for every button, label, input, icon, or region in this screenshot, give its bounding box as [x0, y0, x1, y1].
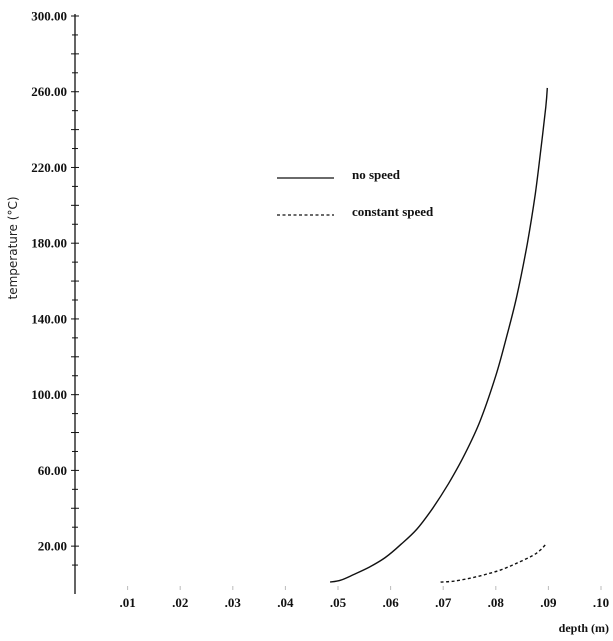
x-ticks: .01 .02 .03 .04 .05 .06 .07 .08 .09 .10	[119, 586, 609, 610]
x-tick-label: .02	[172, 595, 188, 610]
legend-label: no speed	[352, 167, 401, 182]
legend-label: constant speed	[352, 204, 434, 219]
x-tick-label: .10	[593, 595, 609, 610]
series-line-no-speed	[329, 87, 548, 583]
x-tick-label: .07	[435, 595, 452, 610]
x-tick-label: .09	[540, 595, 557, 610]
series-line-constant-speed	[440, 543, 547, 583]
series-group	[329, 87, 548, 583]
x-tick-label: .04	[277, 595, 294, 610]
y-tick-label: 140.00	[31, 311, 67, 326]
y-ticks: 20.00 60.00 100.00 140.00 180.00 220.00 260.00…	[31, 9, 79, 566]
legend: no speed constant speed	[277, 167, 434, 219]
x-tick-label: .05	[330, 595, 347, 610]
x-tick-label: .03	[225, 595, 242, 610]
y-tick-label: 60.00	[38, 463, 67, 478]
y-tick-label: 100.00	[31, 387, 67, 402]
y-tick-label: 300.00	[31, 9, 67, 24]
y-tick-label: 180.00	[31, 236, 67, 251]
x-axis-label: depth (m)	[559, 621, 609, 635]
y-axis-label: temperature (°C)	[6, 197, 20, 300]
y-tick-label: 20.00	[38, 539, 67, 554]
x-tick-label: .01	[119, 595, 135, 610]
x-tick-label: .08	[488, 595, 505, 610]
y-tick-label: 220.00	[31, 160, 67, 175]
x-tick-label: .06	[382, 595, 399, 610]
y-tick-label: 260.00	[31, 84, 67, 99]
